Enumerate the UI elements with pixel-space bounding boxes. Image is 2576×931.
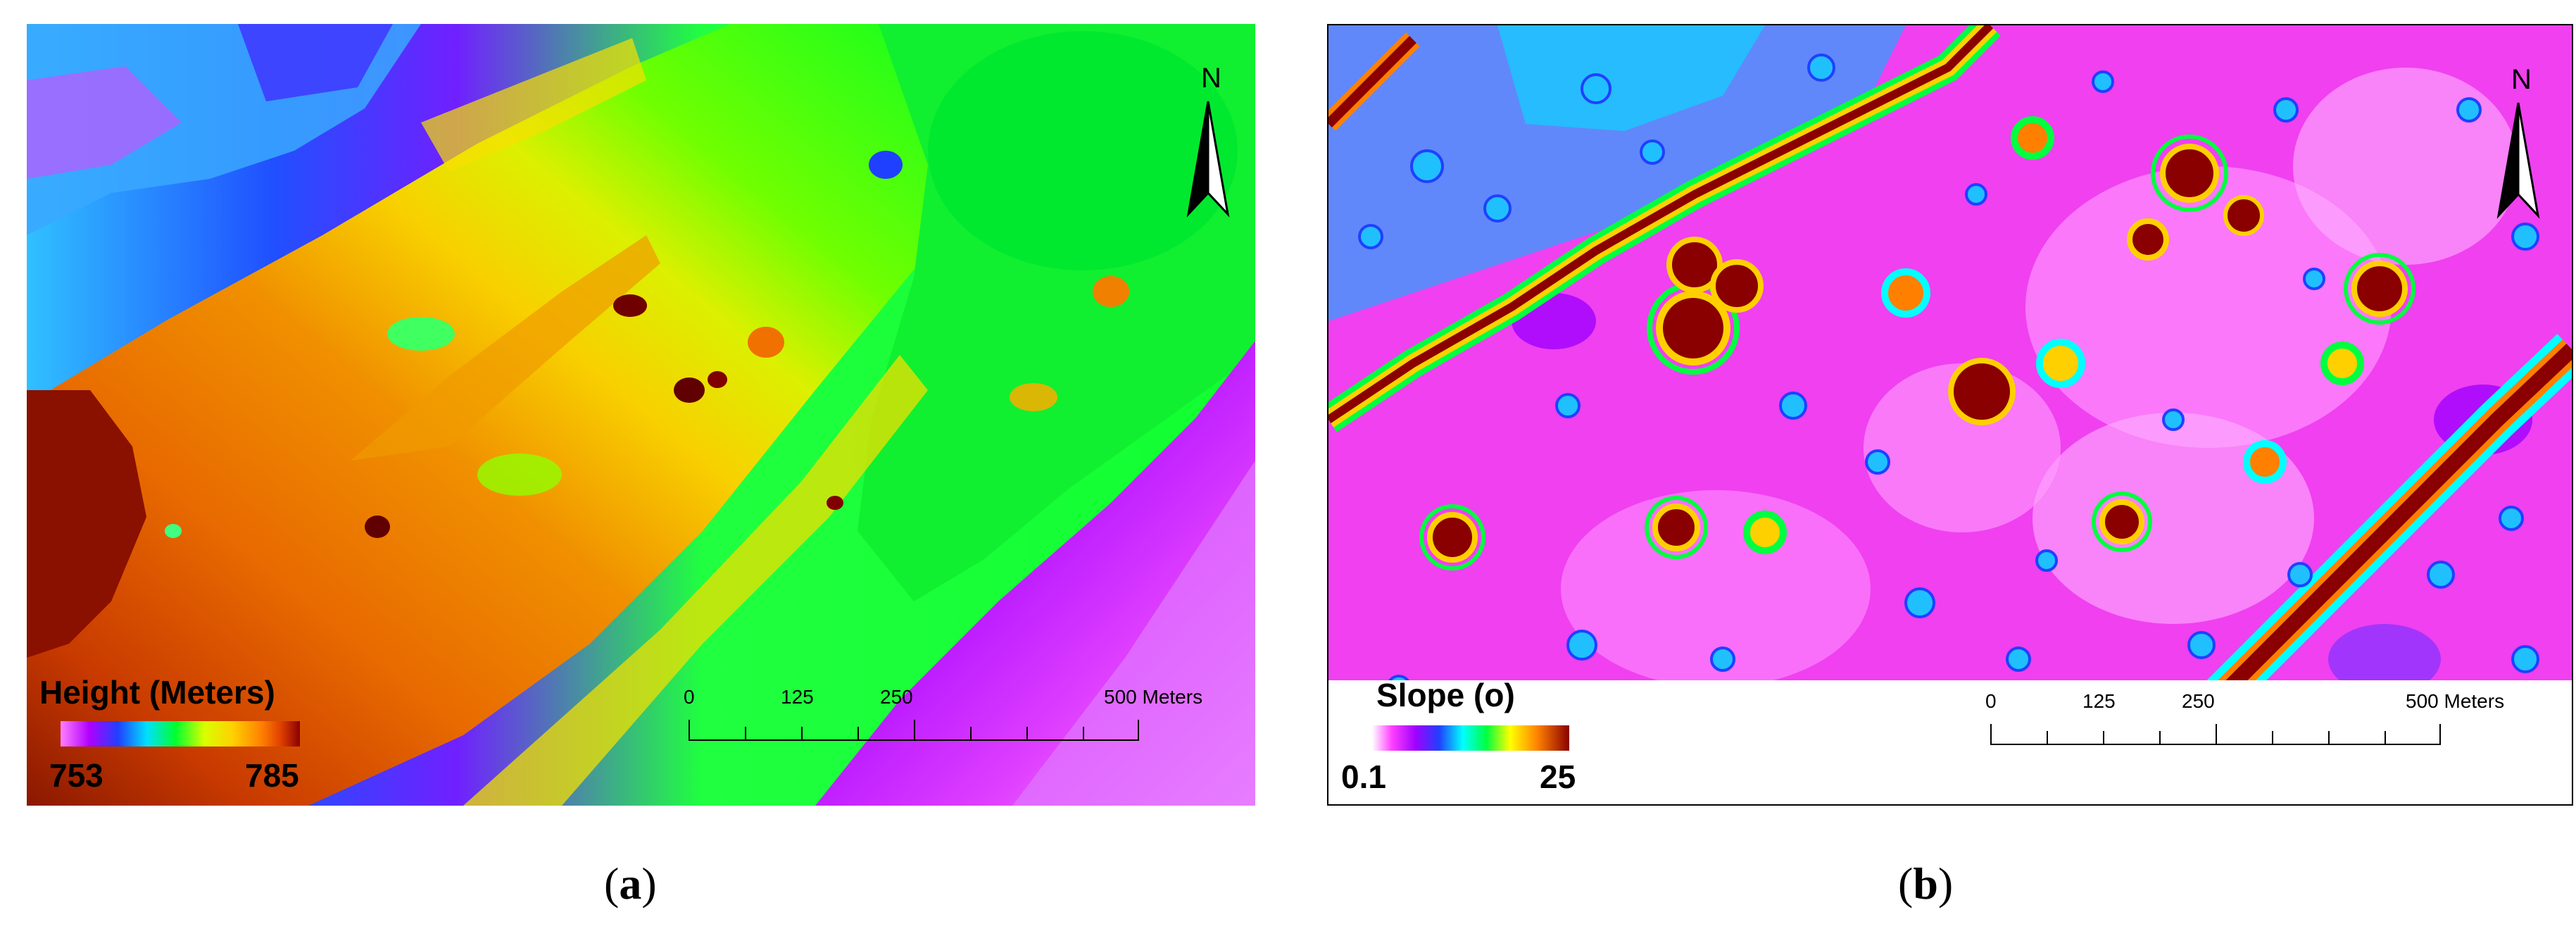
scale-tick (1083, 727, 1084, 741)
scale-tick (970, 727, 972, 741)
scale-tick (2159, 731, 2161, 745)
slope-raster (1328, 25, 2572, 804)
scale-label-500: 500 Meters (2406, 690, 2505, 712)
scale-tick (914, 720, 915, 741)
scale-tick (1990, 724, 1992, 745)
north-arrow-icon: N (2496, 64, 2540, 219)
legend-title: Height (Meters) (39, 674, 275, 711)
scale-tick (2439, 724, 2441, 745)
scale-tick (2385, 731, 2386, 745)
scale-label-250: 250 (880, 686, 913, 708)
scale-label-500: 500 Meters (1104, 686, 1203, 708)
legend-title: Slope (o) (1376, 677, 1515, 713)
legend-max-value: 785 (245, 757, 299, 794)
scale-tick (2216, 724, 2217, 745)
panel-a-height-map: N Height (Meters) 753 785 0 125 2 (27, 24, 1255, 806)
caption-b: (b) (1898, 858, 1954, 908)
scale-tick (2272, 731, 2273, 745)
scale-label-0: 0 (684, 686, 695, 708)
scale-tick (2047, 731, 2048, 745)
scale-tick (2103, 731, 2104, 745)
scale-label-125: 125 (2082, 690, 2116, 712)
scale-tick (745, 727, 746, 741)
scale-tick (689, 720, 690, 741)
panel-b-slope-map: N Slope (o) 0.1 25 0 125 250 500 Me (1327, 24, 2573, 806)
legend-min-value: 753 (49, 757, 103, 794)
legend-min-value: 0.1 (1341, 758, 1386, 795)
caption-a: (a) (604, 858, 657, 908)
scale-label-250: 250 (2182, 690, 2215, 712)
north-label: N (1201, 63, 1221, 94)
scale-bar: 0 125 250 500 Meters (684, 686, 1202, 763)
scale-tick (2328, 731, 2330, 745)
scale-tick (857, 727, 859, 741)
north-arrow-icon: N (1186, 63, 1230, 218)
scale-label-125: 125 (781, 686, 814, 708)
scale-bar: 0 125 250 500 Meters (1985, 690, 2504, 768)
north-label: N (2511, 64, 2532, 95)
scale-label-0: 0 (1985, 690, 1997, 712)
scale-tick (801, 727, 803, 741)
legend-color-ramp (61, 721, 300, 746)
height-raster (27, 24, 1255, 806)
crater-rings (1419, 116, 2415, 570)
legend-max-value: 25 (1540, 758, 1576, 795)
scale-tick (1138, 720, 1139, 741)
legend-color-ramp (1372, 725, 1569, 751)
scale-tick (1026, 727, 1028, 741)
